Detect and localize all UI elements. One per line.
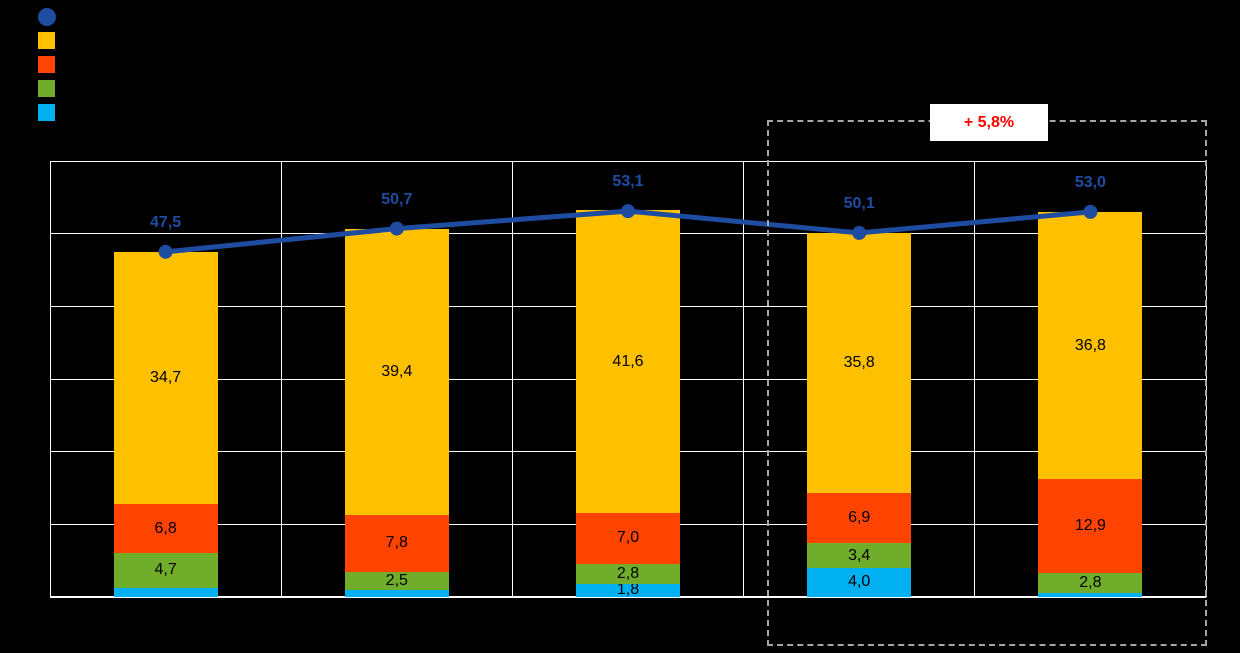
bar-segment-green [576, 563, 680, 584]
green-series-legend-marker [38, 80, 55, 97]
segment-label-orange: 35,8 [843, 354, 875, 371]
bar-segment-cyan [807, 567, 912, 597]
growth-annotation: + 5,8% [930, 104, 1048, 141]
line-value-label: 50,7 [381, 190, 413, 208]
gridline-horizontal [50, 160, 1206, 162]
segment-label-orange: 34,7 [150, 368, 182, 386]
cyan-series-legend-marker [38, 104, 55, 121]
bar-segment-red [576, 512, 680, 564]
gridline-vertical [280, 161, 282, 597]
bar-segment-green [807, 543, 912, 568]
segment-label-red: 6,9 [848, 509, 871, 527]
bar-segment-cyan [113, 587, 218, 597]
segment-label-cyan: 4,0 [848, 573, 871, 591]
legend-item-cyan-series [38, 104, 56, 121]
highlight-region [767, 120, 1207, 646]
bar-segment-green [113, 553, 218, 588]
segment-label-green: 2,8 [616, 564, 640, 582]
legend-item-red-series [38, 56, 56, 73]
segment-label-orange: 39,4 [381, 362, 413, 380]
segment-label-red: 7,0 [616, 529, 640, 547]
line-value-label: 53,0 [1074, 173, 1106, 191]
gridline-vertical [49, 161, 51, 597]
legend-item-total-line [38, 7, 56, 26]
bar-segment-orange [576, 210, 680, 513]
bar-segment-cyan [1038, 593, 1143, 597]
bar-segment-orange [1038, 211, 1143, 480]
segment-label-red: 7,8 [385, 534, 408, 552]
bar-segment-orange [113, 251, 218, 504]
bar-segment-red [344, 514, 449, 572]
gridline-vertical [511, 161, 513, 597]
bar-segment-cyan [344, 589, 449, 597]
segment-label-orange: 36,8 [1074, 336, 1106, 354]
orange-series-legend-marker [38, 32, 55, 49]
segment-label-red: 6,8 [154, 519, 177, 537]
segment-label-green: 2,5 [385, 571, 408, 589]
bar-segment-orange [344, 228, 449, 515]
bar-segment-red [807, 493, 912, 544]
segment-label-cyan: 1,8 [616, 581, 640, 599]
segment-label-red: 12,9 [1074, 517, 1106, 535]
bar-segment-red [1038, 479, 1143, 573]
line-value-label: 50,1 [843, 194, 875, 212]
line-value-label: 47,5 [150, 213, 182, 231]
gridline-vertical [974, 161, 976, 597]
bar-segment-cyan [576, 583, 680, 597]
segment-label-green: 4,7 [154, 561, 177, 579]
growth-annotation-label: + 5,8% [963, 113, 1015, 131]
bar-segment-green [344, 571, 449, 590]
bar-segment-green [1038, 573, 1143, 594]
total-line-legend-marker [38, 7, 56, 26]
legend-item-orange-series [38, 32, 56, 49]
segment-label-green: 2,8 [1079, 574, 1102, 592]
gridline-vertical [743, 161, 745, 597]
bar-segment-orange [807, 232, 912, 494]
segment-label-orange: 41,6 [612, 352, 644, 370]
x-axis-line [50, 596, 1206, 598]
segment-label-green: 3,4 [848, 546, 871, 564]
legend-item-green-series [38, 80, 56, 97]
line-value-label: 53,1 [612, 173, 644, 191]
red-series-legend-marker [38, 56, 55, 73]
legend [38, 7, 56, 121]
bar-segment-red [113, 503, 218, 554]
